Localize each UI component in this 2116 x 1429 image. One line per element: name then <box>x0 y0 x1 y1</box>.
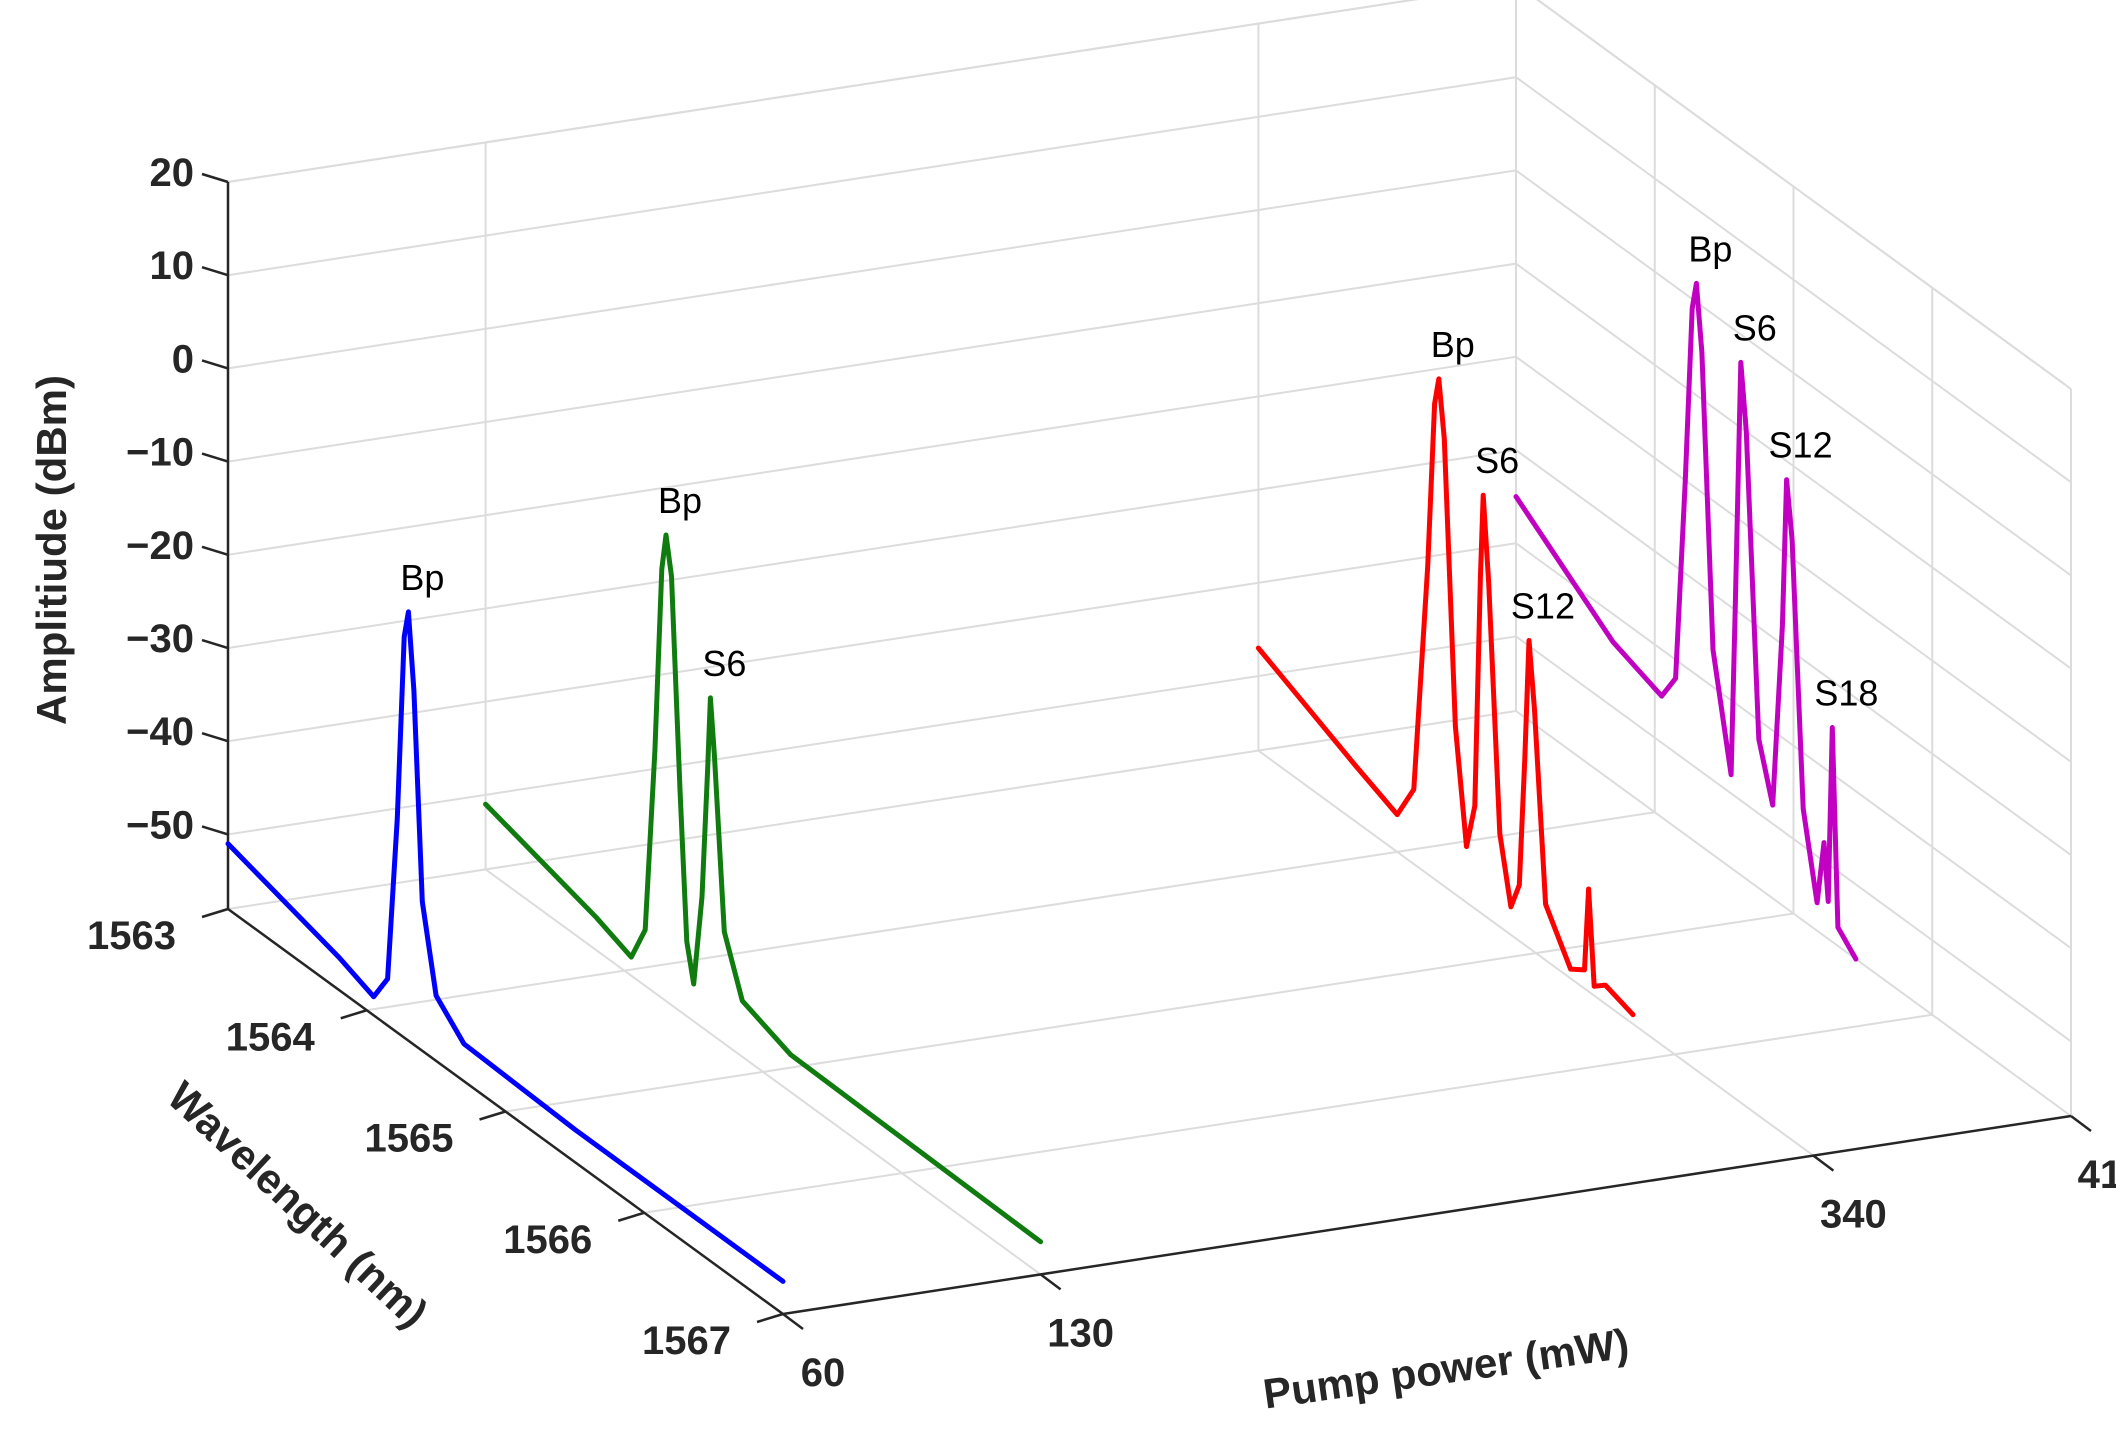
peak-label-s12: S12 <box>1769 425 1833 466</box>
x-tick-mark <box>340 1009 368 1020</box>
z-axis-label: Amplitiude (dBm) <box>28 375 75 725</box>
z-tick-mark <box>201 732 229 743</box>
series-line-130mw <box>483 532 1044 1245</box>
y-tick-mark <box>2070 1115 2092 1132</box>
grid-line-back-top <box>227 0 1419 183</box>
z-tick-label: 0 <box>172 337 194 381</box>
peak-label-s6: S6 <box>1733 307 1777 348</box>
grid-line-floor-along <box>505 912 1794 1113</box>
peak-label-s6: S6 <box>702 643 746 684</box>
y-axis-line <box>782 1114 2072 1316</box>
x-tick-label: 1565 <box>365 1117 454 1161</box>
grid-line-back-wall <box>227 169 1517 370</box>
y-tick-mark <box>782 1313 804 1330</box>
grid-line-back-wall <box>227 449 1517 650</box>
z-tick-label: 10 <box>150 244 195 288</box>
grid-line-floor-along <box>644 1013 1933 1214</box>
z-tick-label: −40 <box>126 710 194 754</box>
grid-line-back-wall <box>227 262 1517 463</box>
grid-line-floor-along <box>366 811 1655 1012</box>
peak-label-s6: S6 <box>1475 440 1519 481</box>
y-tick-label: 130 <box>1047 1311 1114 1355</box>
y-tick-label: 410 <box>2078 1153 2116 1197</box>
x-tick-mark <box>479 1110 506 1121</box>
grid-line-back-wall <box>227 355 1517 556</box>
z-tick-mark <box>201 545 229 557</box>
y-tick-mark <box>1812 1154 1835 1172</box>
peak-label-bp: Bp <box>1688 228 1732 269</box>
grid-line-floor-along <box>227 710 1517 910</box>
axis-layer: −50 −40 −30 −20 −10 0 10 20 1563 1564 1565 1566 1567… <box>87 151 2116 1395</box>
x-tick-mark <box>756 1312 784 1324</box>
x-tick-label: 1566 <box>503 1218 592 1262</box>
x-tick-label: 1564 <box>226 1015 316 1059</box>
peak-label-bp: Bp <box>658 480 702 521</box>
peak-label-bp: Bp <box>1431 324 1475 365</box>
z-tick-mark <box>201 825 229 836</box>
series-line-340mw <box>1255 376 1636 1018</box>
z-tick-label: 20 <box>150 151 195 195</box>
z-tick-mark <box>201 172 229 184</box>
series-line-60mw <box>225 609 786 1284</box>
z-tick-label: −30 <box>126 617 194 661</box>
peak-label-s18: S18 <box>1814 672 1878 713</box>
y-tick-mark <box>1039 1273 1062 1291</box>
x-tick-mark <box>201 907 229 919</box>
z-tick-mark <box>201 266 229 277</box>
z-tick-mark <box>201 359 229 370</box>
y-tick-label: 60 <box>801 1351 846 1395</box>
grid-line-back-wall <box>227 542 1517 743</box>
grid-line-back-wall <box>227 635 1517 836</box>
z-tick-label: −20 <box>126 524 194 568</box>
z-tick-label: −10 <box>126 431 194 475</box>
z-tick-mark <box>201 452 229 463</box>
series-line-410mw <box>1513 280 1859 962</box>
series-layer <box>225 280 1859 1284</box>
x-tick-mark <box>617 1211 645 1222</box>
peak-label-bp: Bp <box>400 557 444 598</box>
z-tick-label: −50 <box>126 803 194 847</box>
grid-line-back-wall <box>227 76 1517 277</box>
x-tick-label: 1563 <box>87 914 176 958</box>
x-tick-label: 1567 <box>642 1319 731 1363</box>
z-tick-mark <box>201 638 229 650</box>
peak-label-s12: S12 <box>1511 585 1575 626</box>
y-tick-label: 340 <box>1820 1193 1887 1237</box>
